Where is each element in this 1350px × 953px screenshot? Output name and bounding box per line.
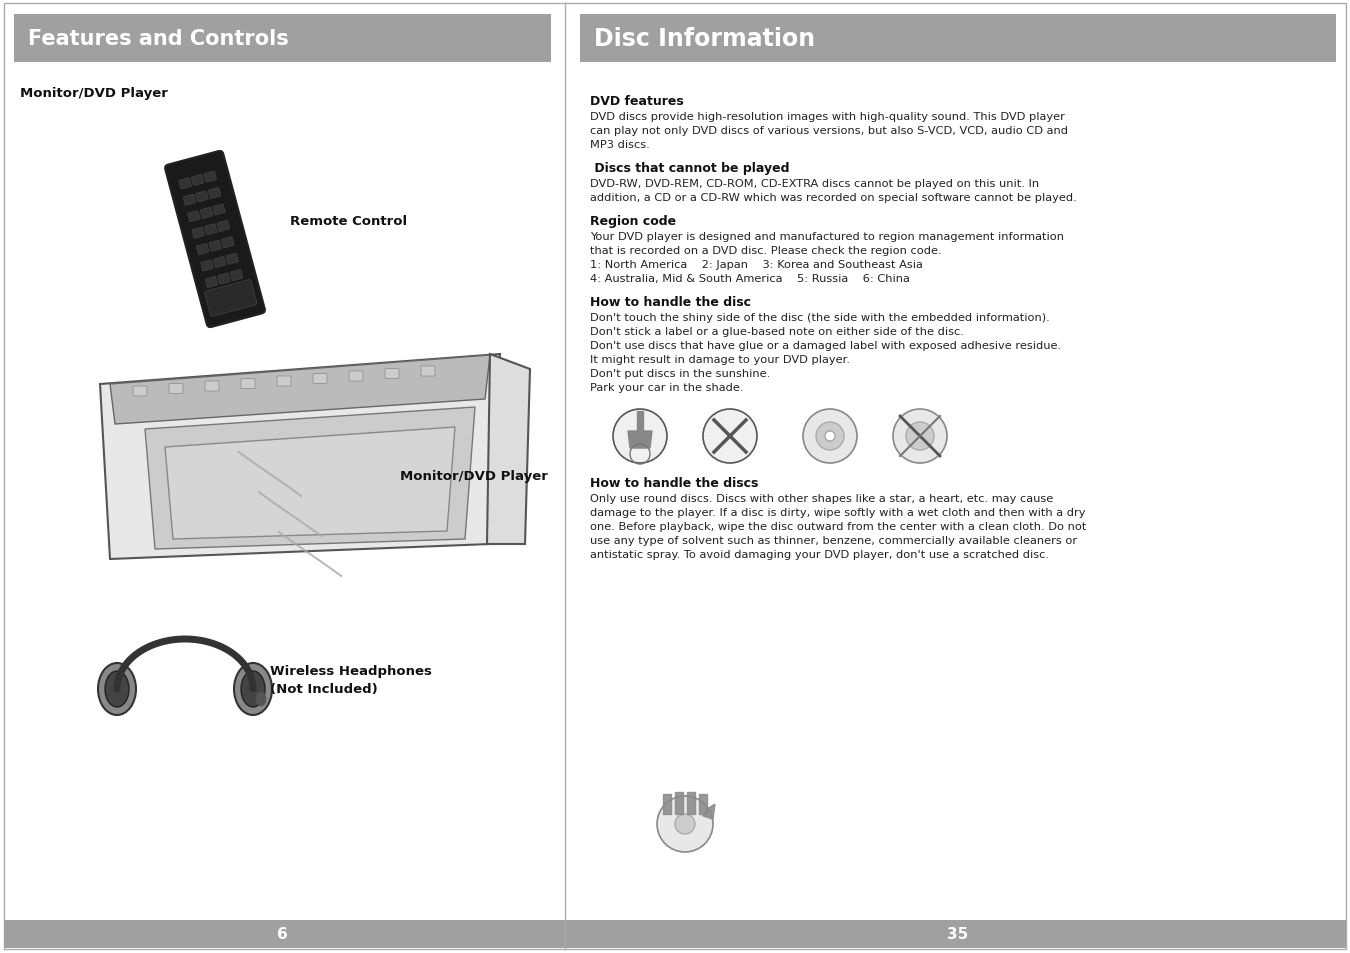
Polygon shape [699,794,707,814]
Text: DVD features: DVD features [590,95,683,108]
Ellipse shape [99,663,136,716]
Polygon shape [628,432,652,449]
FancyBboxPatch shape [205,277,217,288]
Text: DVD discs provide high-resolution images with high-quality sound. This DVD playe: DVD discs provide high-resolution images… [590,112,1065,122]
FancyBboxPatch shape [385,369,400,379]
FancyBboxPatch shape [277,376,292,387]
Text: Disc Information: Disc Information [594,27,815,51]
FancyBboxPatch shape [205,225,217,235]
Text: MP3 discs.: MP3 discs. [590,140,649,150]
FancyBboxPatch shape [192,175,204,187]
Circle shape [803,410,857,463]
Circle shape [657,796,713,852]
FancyBboxPatch shape [192,228,205,239]
Circle shape [825,432,836,441]
FancyBboxPatch shape [421,367,435,376]
FancyBboxPatch shape [196,192,208,203]
FancyBboxPatch shape [188,212,200,222]
Ellipse shape [242,671,265,707]
Text: Only use round discs. Discs with other shapes like a star, a heart, etc. may cau: Only use round discs. Discs with other s… [590,494,1053,503]
Text: Remote Control: Remote Control [290,214,408,228]
Text: Don't put discs in the sunshine.: Don't put discs in the sunshine. [590,369,771,378]
Text: How to handle the discs: How to handle the discs [590,476,759,490]
Ellipse shape [234,663,271,716]
FancyBboxPatch shape [350,372,363,381]
Polygon shape [100,355,499,559]
Ellipse shape [256,692,266,706]
Text: Features and Controls: Features and Controls [28,29,289,49]
Bar [4,920,566,948]
Polygon shape [637,412,643,432]
Polygon shape [144,408,475,550]
FancyBboxPatch shape [205,381,219,392]
Text: DVD-RW, DVD-REM, CD-ROM, CD-EXTRA discs cannot be played on this unit. In: DVD-RW, DVD-REM, CD-ROM, CD-EXTRA discs … [590,179,1040,189]
Text: It might result in damage to your DVD player.: It might result in damage to your DVD pl… [590,355,850,365]
Text: 4: Australia, Mid & South America    5: Russia    6: China: 4: Australia, Mid & South America 5: Rus… [590,274,910,284]
FancyBboxPatch shape [201,260,213,272]
FancyBboxPatch shape [225,253,239,265]
FancyBboxPatch shape [209,241,221,252]
FancyBboxPatch shape [221,237,234,249]
Text: Don't use discs that have glue or a damaged label with exposed adhesive residue.: Don't use discs that have glue or a dama… [590,340,1061,351]
Circle shape [906,422,934,451]
FancyBboxPatch shape [213,205,225,215]
FancyBboxPatch shape [184,195,196,206]
FancyBboxPatch shape [242,379,255,389]
FancyBboxPatch shape [134,387,147,396]
Bar [14,15,551,63]
FancyBboxPatch shape [165,152,265,328]
Polygon shape [109,355,490,424]
Polygon shape [487,355,531,544]
Text: antistatic spray. To avoid damaging your DVD player, don't use a scratched disc.: antistatic spray. To avoid damaging your… [590,550,1049,559]
Circle shape [703,410,757,463]
Text: Park your car in the shade.: Park your car in the shade. [590,382,744,393]
Text: addition, a CD or a CD-RW which was recorded on special software cannot be playe: addition, a CD or a CD-RW which was reco… [590,193,1077,203]
Polygon shape [675,792,683,814]
Text: Discs that cannot be played: Discs that cannot be played [590,162,790,174]
FancyBboxPatch shape [208,189,221,199]
FancyBboxPatch shape [217,221,230,233]
Circle shape [892,410,946,463]
Text: 35: 35 [946,926,968,942]
Text: 1: North America    2: Japan    3: Korea and Southeast Asia: 1: North America 2: Japan 3: Korea and S… [590,260,923,270]
FancyBboxPatch shape [204,172,216,183]
FancyBboxPatch shape [217,274,231,285]
Text: Monitor/DVD Player: Monitor/DVD Player [400,470,548,482]
Text: one. Before playback, wipe the disc outward from the center with a clean cloth. : one. Before playback, wipe the disc outw… [590,521,1087,532]
Polygon shape [703,804,716,820]
FancyBboxPatch shape [178,178,192,190]
FancyBboxPatch shape [200,208,213,219]
FancyBboxPatch shape [205,280,256,317]
Text: that is recorded on a DVD disc. Please check the region code.: that is recorded on a DVD disc. Please c… [590,246,942,255]
Ellipse shape [105,671,130,707]
Circle shape [815,422,844,451]
FancyBboxPatch shape [231,271,243,281]
Text: Monitor/DVD Player: Monitor/DVD Player [20,87,167,100]
FancyBboxPatch shape [313,375,327,384]
Polygon shape [663,794,671,814]
Polygon shape [165,428,455,539]
FancyBboxPatch shape [213,257,225,269]
FancyBboxPatch shape [196,244,209,255]
Text: 6: 6 [277,926,288,942]
Text: Region code: Region code [590,214,676,228]
Circle shape [675,814,695,834]
Text: Don't stick a label or a glue-based note on either side of the disc.: Don't stick a label or a glue-based note… [590,327,964,336]
Text: can play not only DVD discs of various versions, but also S-VCD, VCD, audio CD a: can play not only DVD discs of various v… [590,126,1068,136]
FancyBboxPatch shape [169,384,184,395]
Circle shape [613,410,667,463]
Text: How to handle the disc: How to handle the disc [590,295,751,309]
Bar [580,15,1336,63]
Text: Wireless Headphones
(Not Included): Wireless Headphones (Not Included) [270,664,432,696]
Text: Your DVD player is designed and manufactured to region management information: Your DVD player is designed and manufact… [590,232,1064,242]
Bar [566,920,1346,948]
Text: use any type of solvent such as thinner, benzene, commercially available cleaner: use any type of solvent such as thinner,… [590,536,1077,545]
Text: Don't touch the shiny side of the disc (the side with the embedded information).: Don't touch the shiny side of the disc (… [590,313,1050,323]
Polygon shape [687,792,695,814]
Text: damage to the player. If a disc is dirty, wipe softly with a wet cloth and then : damage to the player. If a disc is dirty… [590,507,1085,517]
